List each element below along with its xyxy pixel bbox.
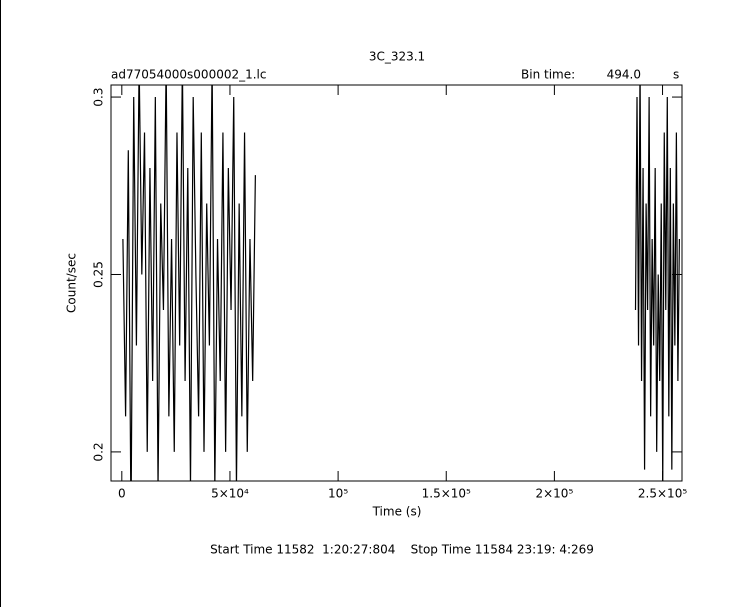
x-tick-label: 2×10⁵ bbox=[535, 487, 573, 501]
file-label: ad77054000s000002_1.lc bbox=[111, 68, 267, 82]
chart-title: 3C_323.1 bbox=[369, 50, 425, 64]
y-tick-label: 0.2 bbox=[92, 442, 106, 461]
x-tick-label: 2.5×10⁵ bbox=[638, 487, 687, 501]
x-axis-label: Time (s) bbox=[372, 505, 422, 519]
footer: Start Time 11582 1:20:27:804 Stop Time 1… bbox=[210, 543, 594, 557]
bin-unit: s bbox=[673, 68, 679, 82]
y-tick-label: 0.25 bbox=[92, 261, 106, 288]
plot-frame bbox=[110, 84, 683, 482]
bin-label: Bin time: bbox=[521, 68, 575, 82]
x-tick-label: 0 bbox=[118, 487, 126, 501]
bin-value: 494.0 bbox=[607, 68, 641, 82]
x-tick-label: 10⁵ bbox=[328, 487, 348, 501]
x-tick-label: 5×10⁴ bbox=[211, 487, 249, 501]
light-curve bbox=[122, 85, 680, 481]
y-tick-label: 0.3 bbox=[92, 88, 106, 107]
x-tick-label: 1.5×10⁵ bbox=[422, 487, 471, 501]
y-axis-label: Count/sec bbox=[65, 253, 79, 313]
